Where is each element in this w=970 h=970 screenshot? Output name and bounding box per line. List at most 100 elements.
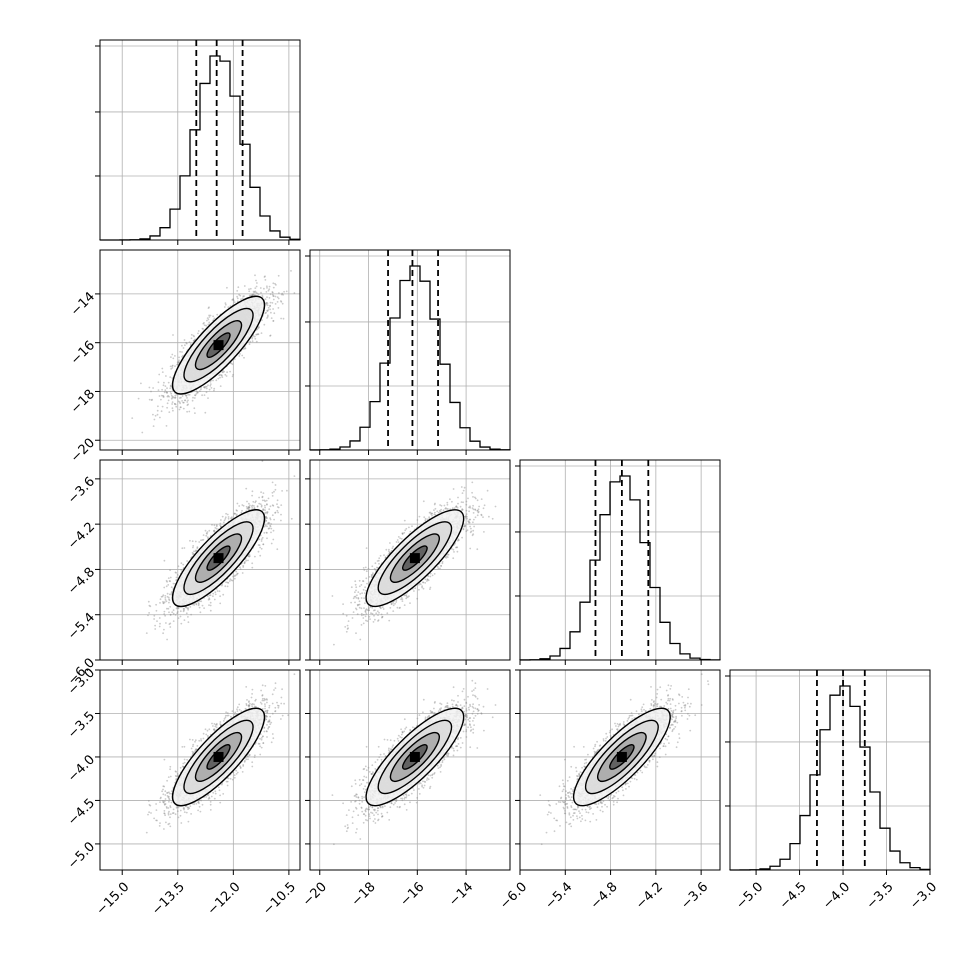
scatter-point [166, 391, 168, 394]
scatter-point [172, 334, 174, 336]
scatter-point [198, 390, 201, 393]
scatter-point [171, 396, 174, 399]
scatter-point [197, 602, 200, 604]
scatter-point [268, 288, 271, 291]
scatter-point [173, 396, 176, 399]
scatter-point [260, 291, 262, 294]
scatter-point [220, 374, 223, 376]
scatter-point [274, 303, 277, 305]
scatter-point [187, 608, 190, 611]
scatter-point [258, 538, 261, 541]
scatter-point [168, 395, 170, 398]
scatter-point [266, 296, 268, 298]
scatter-point [166, 592, 169, 595]
scatter-point [210, 387, 213, 389]
scatter-point [224, 585, 227, 588]
scatter-point [265, 311, 267, 314]
scatter-point [245, 487, 248, 490]
scatter-point [177, 400, 180, 403]
scatter-point [203, 607, 206, 609]
scatter-point [269, 293, 272, 296]
scatter-point [152, 387, 155, 389]
scatter-point [280, 504, 283, 506]
scatter-point [256, 505, 259, 508]
scatter-point [180, 396, 182, 399]
scatter-point [183, 399, 186, 402]
scatter-point [178, 356, 181, 359]
scatter-point [188, 410, 191, 413]
scatter-point [203, 386, 206, 388]
scatter-point [265, 291, 268, 293]
scatter-point [171, 401, 174, 403]
scatter-point [249, 504, 251, 507]
scatter-point [192, 396, 194, 399]
scatter-point [219, 385, 222, 387]
scatter-point [251, 294, 254, 296]
scatter-point [244, 347, 247, 350]
scatter-point [249, 340, 252, 343]
scatter-point [247, 508, 250, 510]
scatter-point [255, 340, 258, 343]
scatter-point [179, 350, 182, 353]
scatter-point [271, 514, 274, 517]
scatter-point [258, 502, 261, 505]
scatter-point [169, 376, 172, 378]
scatter-point [265, 302, 267, 305]
scatter-point [162, 600, 164, 603]
scatter-point [269, 308, 271, 311]
scatter-point [231, 375, 234, 378]
scatter-point [266, 532, 268, 534]
scatter-point [257, 333, 259, 336]
scatter-point [275, 284, 277, 286]
scatter-point [234, 574, 237, 577]
scatter-point [233, 577, 236, 580]
scatter-point [167, 577, 170, 579]
scatter-point [170, 392, 173, 395]
scatter-point [234, 513, 237, 515]
scatter-point [264, 506, 266, 509]
scatter-point [212, 379, 214, 382]
scatter-point [280, 293, 283, 296]
scatter-point [261, 296, 264, 298]
scatter-point [208, 306, 210, 309]
scatter-point [254, 501, 257, 504]
scatter-point [258, 496, 260, 499]
scatter-point [276, 499, 279, 502]
scatter-point [154, 414, 157, 417]
scatter-point [265, 515, 267, 518]
scatter-point [176, 361, 179, 364]
scatter-point [182, 401, 185, 404]
scatter-point [183, 619, 186, 621]
scatter-point [224, 302, 227, 304]
scatter-point [164, 597, 167, 599]
scatter-point [174, 403, 177, 406]
scatter-point [264, 512, 266, 514]
scatter-point [195, 603, 198, 606]
scatter-point [175, 572, 178, 574]
scatter-point [181, 344, 183, 347]
scatter-point [205, 391, 208, 394]
scatter-point [240, 298, 243, 301]
scatter-point [259, 287, 262, 289]
scatter-point [266, 304, 269, 307]
scatter-point [277, 511, 279, 514]
scatter-point [230, 579, 233, 582]
scatter-point [208, 314, 211, 317]
scatter-point [182, 563, 185, 566]
scatter-point [174, 614, 177, 616]
scatter-point [208, 388, 211, 391]
scatter-point [249, 555, 251, 557]
scatter-point [137, 397, 140, 400]
scatter-point [241, 509, 243, 512]
scatter-point [266, 503, 268, 505]
scatter-point [176, 612, 179, 615]
scatter-point [203, 324, 206, 327]
scatter-point [154, 628, 157, 630]
scatter-point [267, 306, 270, 309]
scatter-point [231, 516, 233, 519]
scatter-point [256, 292, 259, 295]
scatter-point [168, 611, 170, 614]
scatter-point [259, 554, 262, 557]
scatter-point [270, 311, 272, 314]
